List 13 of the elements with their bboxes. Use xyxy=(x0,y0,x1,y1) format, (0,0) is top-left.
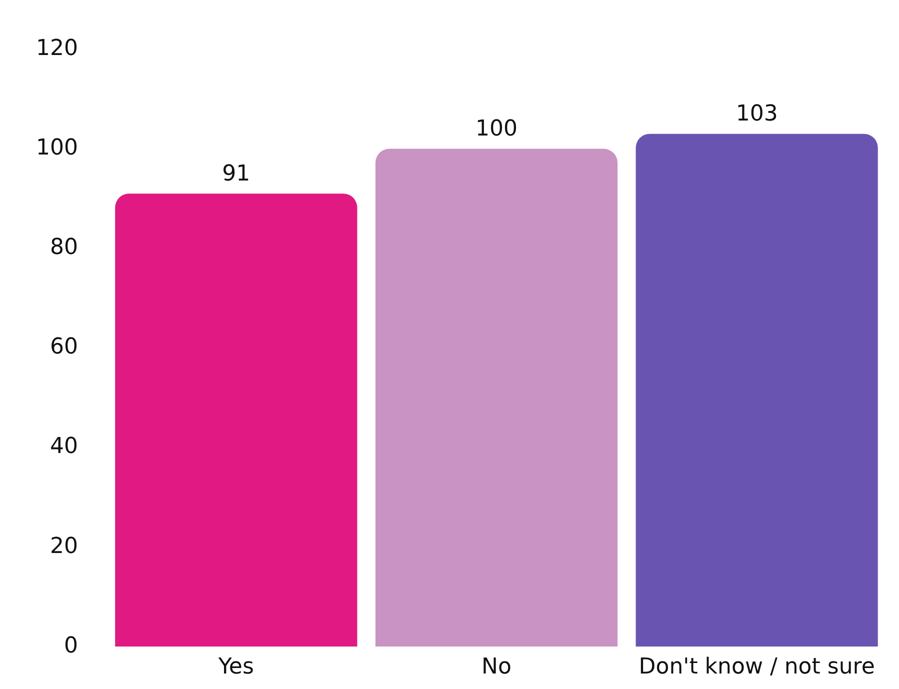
y-tick-label: 80 xyxy=(50,235,78,260)
data-label: 91 xyxy=(222,161,250,186)
y-tick-label: 20 xyxy=(50,534,78,559)
data-label: 103 xyxy=(736,102,778,127)
y-tick-label: 120 xyxy=(36,36,78,61)
data-label: 100 xyxy=(475,116,518,142)
y-tick-label: 0 xyxy=(64,633,78,658)
y-tick-label: 40 xyxy=(50,434,78,460)
x-tick-label: No xyxy=(482,654,512,680)
x-tick-label: Don't know / not sure xyxy=(638,654,875,680)
y-tick-label: 60 xyxy=(50,334,78,360)
x-tick-label: Yes xyxy=(217,654,254,680)
y-tick-label: 100 xyxy=(36,135,78,160)
